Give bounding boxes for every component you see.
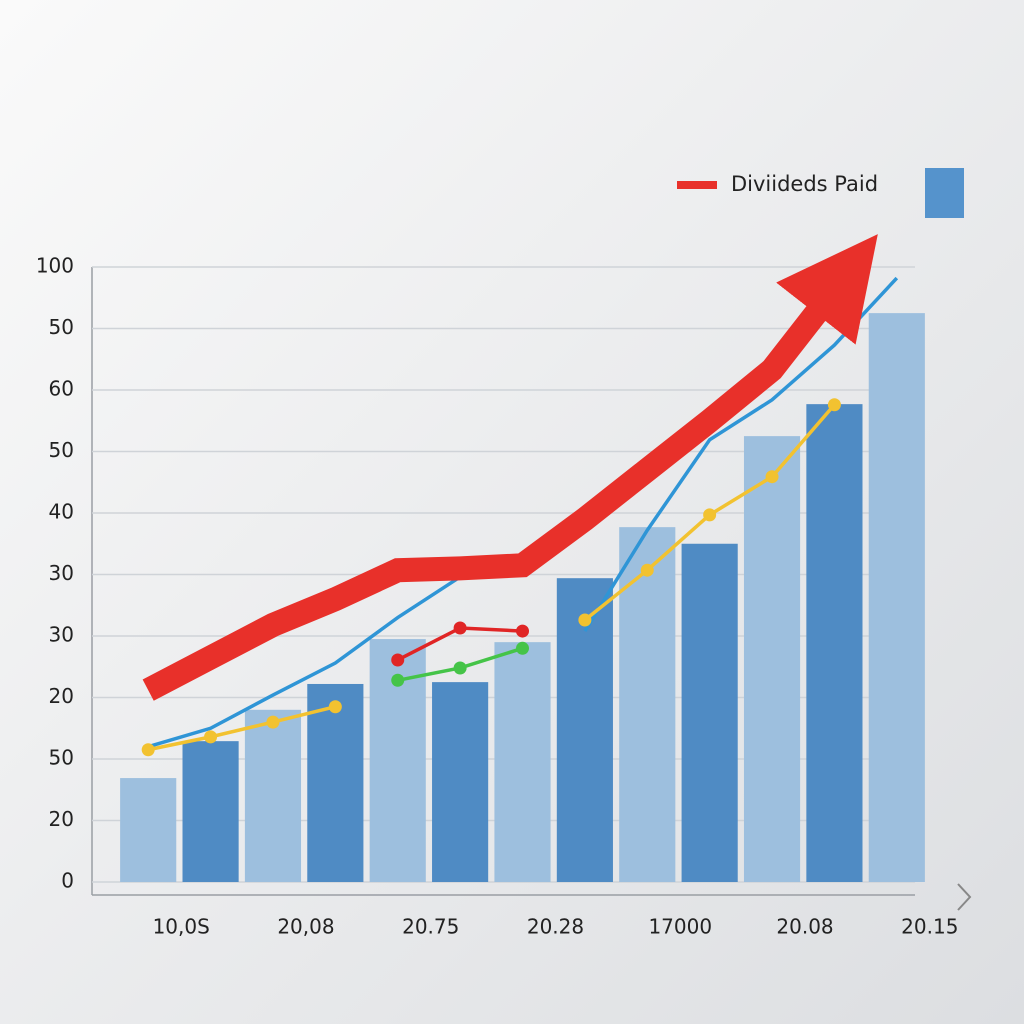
point: [266, 715, 280, 729]
bar: [743, 436, 801, 882]
point: [204, 730, 218, 744]
legend-label: Diviideds Paid: [731, 172, 878, 196]
point: [453, 621, 467, 635]
point: [328, 700, 342, 714]
y-tick-label: 30: [49, 623, 74, 647]
y-tick-label: 100: [36, 254, 74, 278]
y-tick-label: 50: [49, 438, 74, 462]
x-tick-label: 17000: [648, 915, 712, 939]
bar: [432, 682, 489, 882]
point: [453, 661, 467, 675]
bar: [619, 527, 676, 882]
y-tick-label: 50: [49, 746, 74, 770]
x-tick-label: 20.08: [776, 915, 833, 939]
point: [391, 653, 405, 667]
bar: [120, 778, 177, 882]
bar: [182, 741, 239, 882]
bar: [307, 683, 364, 882]
point: [391, 673, 405, 687]
y-tick-label: 0: [61, 869, 74, 893]
x-tick-label: 20.75: [402, 915, 459, 939]
point: [640, 563, 654, 577]
y-tick-label: 30: [49, 561, 74, 585]
y-tick-label: 50: [49, 315, 74, 339]
bar: [681, 543, 738, 882]
trend-arrow: [142, 234, 878, 701]
y-tick-label: 20: [49, 684, 74, 708]
point: [516, 641, 529, 655]
point: [765, 470, 779, 484]
point: [578, 613, 592, 627]
bar: [868, 313, 925, 882]
bar: [244, 709, 302, 882]
bar: [806, 404, 863, 882]
x-tick-label: 20.28: [527, 915, 584, 939]
legend-swatch-bars: [925, 168, 964, 218]
point: [141, 743, 155, 757]
x-tick-label: 20.15: [901, 915, 958, 939]
bar: [494, 642, 551, 882]
y-tick-label: 60: [49, 377, 74, 401]
point: [827, 398, 841, 412]
axis-arrow: [957, 883, 972, 911]
x-tick-label: 20,08: [277, 915, 334, 939]
point: [516, 624, 529, 638]
point: [703, 508, 717, 522]
x-tick-label: 10,0S: [153, 915, 210, 939]
y-tick-label: 40: [49, 500, 74, 524]
y-tick-label: 20: [49, 807, 74, 831]
